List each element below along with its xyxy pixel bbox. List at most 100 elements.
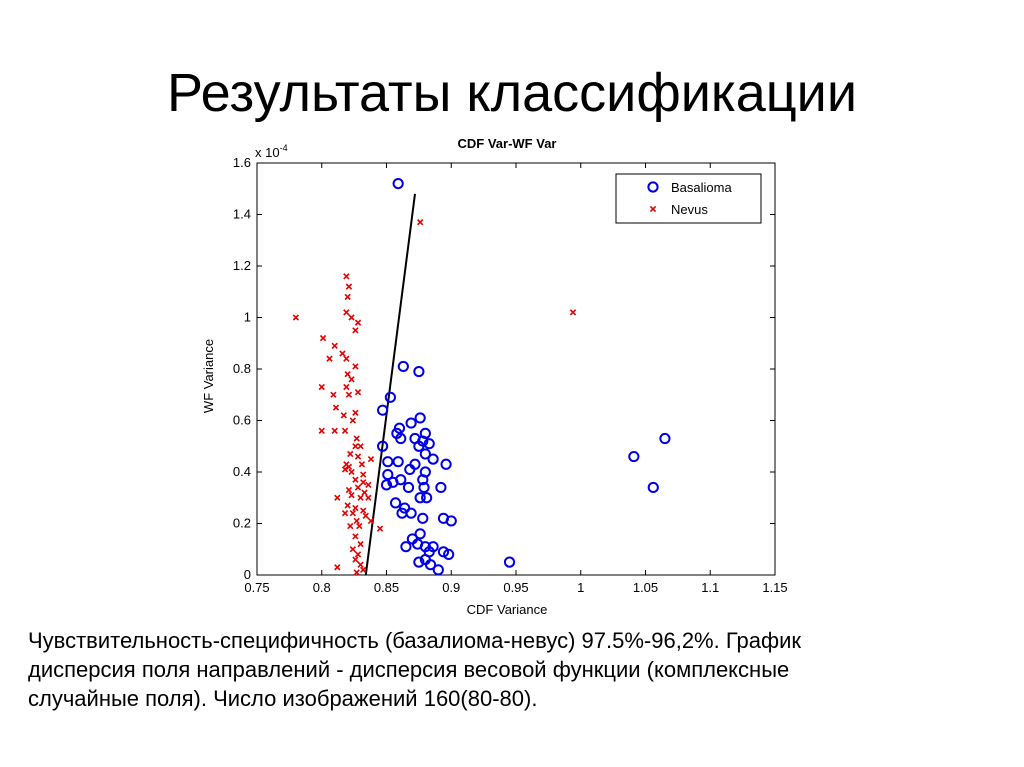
nevus-point [367,455,375,463]
nevus-point [357,540,364,548]
basalioma-point [405,417,417,429]
x-stroke [360,479,367,486]
nevus-point [348,376,355,383]
x-stroke [354,551,362,558]
nevus-point [334,564,341,571]
x-stroke [343,309,350,316]
legend-nevus-marker [649,205,657,213]
nevus-point [341,427,349,434]
y-tick-label: 0.2 [233,516,251,531]
x-stroke [353,569,360,576]
x-stroke [345,391,353,398]
x-stroke [352,409,359,416]
x-stroke [352,476,359,483]
slide-title: Результаты классификации [166,63,858,123]
nevus-point [326,355,333,362]
basalioma-point [445,515,457,527]
nevus-point [345,283,353,290]
basalioma-point [503,556,516,568]
x-stroke [360,471,367,478]
slide-caption: Чувствительность-специфичность (базалиом… [28,626,998,713]
basalioma-point [424,559,437,571]
x-stroke [354,484,362,491]
nevus-point [352,533,359,540]
x-stroke [331,427,338,434]
x-stroke [345,283,353,290]
nevus-point [357,494,364,501]
legend-box [615,173,762,224]
basalioma-point [391,427,403,439]
y-axis-label: WF Variance [201,339,216,413]
nevus-point [357,443,364,450]
basalioma-point [435,481,447,494]
basalioma-point [418,481,430,494]
nevus-point [354,389,362,396]
x-stroke [348,314,355,321]
basalioma-point [389,497,402,509]
x-stroke [349,546,356,553]
caption-line: Чувствительность-специфичность (базалиом… [28,628,801,653]
basalioma-point [405,507,417,519]
x-stroke [344,293,351,301]
basalioma-point [377,404,389,416]
nevus-point [348,314,355,321]
x-stroke [348,376,355,383]
x-stroke [417,219,424,226]
x-stroke [347,450,354,458]
x-tick-label: 1 [577,580,584,595]
y-tick-label: 1.6 [233,155,251,170]
x-stroke [330,391,337,398]
nevus-point [343,383,350,391]
nevus-point [330,391,337,398]
nevus-point [340,412,347,419]
nevus-point [318,427,325,434]
x-tick-label: 0.75 [244,580,269,595]
nevus-point [358,461,366,468]
x-stroke [343,355,350,362]
nevus-point [569,309,577,316]
nevus-point [345,463,353,471]
x-stroke [334,564,341,571]
x-tick-label: 0.85 [374,580,399,595]
basalioma-point [413,440,425,452]
x-stroke [352,556,359,563]
x-stroke [347,522,354,530]
x-tick-label: 1.05 [633,580,658,595]
basalioma-point [413,556,425,568]
nevus-point [360,566,367,574]
x-stroke [569,309,577,316]
y-exponent-power: -4 [280,143,288,153]
basalioma-point [380,479,393,491]
caption-line: дисперсия поля направлений - дисперсия в… [28,657,790,682]
scatter-chart: CDF Var-WF Var x 10-4 0.75 0.8 0.85 0.9 0.95… [201,136,788,617]
x-stroke [341,427,349,434]
nevus-point [349,546,356,553]
nevus-point [353,569,360,576]
basalioma-point [417,474,429,486]
x-tick-label: 0.8 [313,580,331,595]
nevus-point [343,273,350,280]
nevus-point [352,409,359,416]
basalioma-point [397,360,409,373]
nevus-point [352,556,359,563]
x-stroke [343,383,350,391]
basalioma-point [404,463,416,476]
x-stroke [367,455,375,463]
y-exponent-base: x 10 [255,145,280,160]
legend-basalioma-marker [647,181,659,193]
plot-frame [256,162,776,576]
x-stroke [319,334,327,342]
nevus-point [292,314,300,321]
x-tick-label: 1.1 [701,580,719,595]
x-stroke [357,443,364,450]
basalioma-point [419,448,431,460]
y-exponent-label: x 10-4 [255,143,288,160]
data-points [292,178,671,576]
nevus-point [356,522,363,530]
nevus-point [365,494,372,501]
basalioma-point [414,528,426,540]
x-stroke [343,273,350,280]
x-tick-label: 0.9 [442,580,460,595]
nevus-point [352,504,359,512]
x-stroke [649,205,657,213]
